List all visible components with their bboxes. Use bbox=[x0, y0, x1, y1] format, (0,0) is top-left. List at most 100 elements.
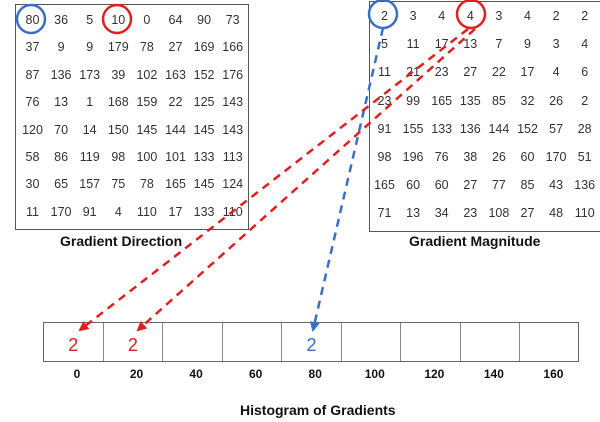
gradient-direction-grid: 80 36 5 10 0 64 90 73 37 9 9 179 78 27 169 166 87 136 173 3… bbox=[15, 4, 249, 230]
magnitude-grid-cell: 3 bbox=[552, 37, 560, 52]
gradient-magnitude-caption: Gradient Magnitude bbox=[409, 233, 541, 249]
direction-grid-cell: 165 bbox=[165, 177, 186, 192]
magnitude-grid-cell: 60 bbox=[406, 178, 421, 193]
direction-grid-cell: 27 bbox=[168, 40, 183, 55]
direction-grid-cell: 169 bbox=[193, 40, 215, 55]
magnitude-grid-cell: 17 bbox=[434, 37, 449, 52]
direction-grid-cell: 125 bbox=[193, 95, 215, 110]
histogram-bin-label: 100 bbox=[364, 367, 385, 381]
direction-grid-cell: 170 bbox=[50, 204, 72, 219]
magnitude-grid-cell: 71 bbox=[377, 206, 392, 221]
magnitude-grid-cell: 91 bbox=[377, 121, 392, 136]
magnitude-grid-cell: 57 bbox=[549, 121, 564, 136]
direction-grid-cell: 145 bbox=[193, 122, 215, 137]
magnitude-grid-cell: 11 bbox=[378, 65, 391, 80]
magnitude-grid-cell: 28 bbox=[577, 121, 592, 136]
magnitude-grid-cell: 2 bbox=[581, 9, 589, 23]
magnitude-grid-cell: 60 bbox=[520, 150, 535, 164]
direction-grid-cell: 150 bbox=[107, 122, 129, 137]
magnitude-grid-cell: 85 bbox=[520, 178, 535, 193]
direction-grid-cell: 70 bbox=[54, 122, 69, 137]
direction-grid-cell: 163 bbox=[165, 67, 186, 82]
direction-grid-cell: 166 bbox=[222, 40, 244, 55]
direction-grid-cell: 65 bbox=[54, 177, 69, 192]
direction-grid-cell: 4 bbox=[114, 204, 122, 219]
magnitude-grid-cell: 136 bbox=[574, 178, 596, 193]
magnitude-grid-cell: 85 bbox=[491, 93, 506, 108]
direction-grid-cell: 86 bbox=[54, 150, 69, 164]
direction-grid-cell: 37 bbox=[25, 40, 40, 55]
magnitude-grid-cell: 60 bbox=[434, 178, 449, 193]
direction-grid-cell: 64 bbox=[168, 13, 183, 27]
histogram-bin bbox=[342, 323, 402, 361]
gradient-direction-caption: Gradient Direction bbox=[60, 233, 183, 249]
magnitude-grid-cell: 11 bbox=[406, 37, 420, 52]
direction-grid-cell: 87 bbox=[25, 67, 40, 82]
direction-grid-cell: 119 bbox=[79, 150, 100, 164]
magnitude-grid-cell: 34 bbox=[434, 206, 449, 221]
direction-grid-cell: 14 bbox=[82, 122, 97, 137]
direction-grid-cell: 100 bbox=[136, 150, 158, 164]
magnitude-grid-cell: 165 bbox=[431, 93, 453, 108]
direction-grid-cell: 9 bbox=[86, 40, 94, 55]
magnitude-grid-cell: 27 bbox=[520, 206, 535, 221]
histogram-bin bbox=[520, 323, 580, 361]
magnitude-grid-cell: 3 bbox=[409, 9, 417, 23]
magnitude-grid-cell: 23 bbox=[377, 93, 392, 108]
direction-grid-cell: 152 bbox=[193, 67, 215, 82]
direction-grid-cell: 1 bbox=[86, 95, 94, 110]
magnitude-grid-cell: 27 bbox=[463, 178, 478, 193]
magnitude-grid-cell: 26 bbox=[549, 93, 564, 108]
magnitude-grid-cell: 13 bbox=[463, 37, 478, 52]
magnitude-grid-cell: 38 bbox=[463, 150, 478, 164]
direction-grid-cell: 91 bbox=[82, 204, 97, 219]
histogram-bin bbox=[223, 323, 283, 361]
magnitude-grid-cell: 22 bbox=[491, 65, 506, 80]
direction-grid-cell: 136 bbox=[50, 67, 72, 82]
magnitude-grid-cell: 77 bbox=[491, 178, 506, 193]
magnitude-grid-cell: 23 bbox=[463, 206, 478, 221]
direction-grid-cell: 10 bbox=[111, 13, 126, 27]
magnitude-grid-cell: 7 bbox=[495, 37, 503, 52]
histogram-bin-label: 140 bbox=[483, 367, 504, 381]
direction-grid-cell: 133 bbox=[193, 150, 215, 164]
direction-grid-cell: 73 bbox=[225, 13, 240, 27]
direction-grid-cell: 80 bbox=[25, 13, 40, 27]
magnitude-grid-cell: 133 bbox=[431, 121, 453, 136]
magnitude-grid-cell: 136 bbox=[459, 121, 481, 136]
magnitude-grid-cell: 99 bbox=[406, 93, 421, 108]
direction-grid-cell: 13 bbox=[54, 95, 69, 110]
magnitude-grid-cell: 2 bbox=[381, 9, 388, 23]
histogram-bin bbox=[163, 323, 223, 361]
direction-grid-cell: 39 bbox=[111, 67, 126, 82]
magnitude-grid-cell: 152 bbox=[517, 121, 538, 136]
direction-grid-cell: 78 bbox=[139, 177, 154, 192]
direction-grid-cell: 36 bbox=[54, 13, 69, 27]
direction-grid-cell: 133 bbox=[193, 204, 215, 219]
magnitude-grid-cell: 4 bbox=[466, 9, 474, 23]
direction-grid-cell: 78 bbox=[139, 40, 154, 55]
direction-grid-cell: 144 bbox=[165, 122, 186, 137]
magnitude-grid-cell: 9 bbox=[524, 37, 531, 52]
magnitude-grid-cell: 17 bbox=[520, 65, 535, 80]
direction-grid-cell: 75 bbox=[111, 177, 126, 192]
magnitude-grid-cell: 2 bbox=[581, 93, 589, 108]
direction-grid-cell: 157 bbox=[79, 177, 101, 192]
direction-grid-cell: 120 bbox=[22, 122, 43, 137]
histogram-bin bbox=[461, 323, 521, 361]
direction-grid-cell: 76 bbox=[25, 95, 40, 110]
magnitude-grid-cell: 6 bbox=[581, 65, 589, 80]
magnitude-grid-cell: 5 bbox=[381, 37, 388, 52]
direction-grid-cell: 58 bbox=[25, 150, 40, 164]
direction-grid-cell: 11 bbox=[26, 204, 39, 219]
direction-grid-cell: 5 bbox=[86, 13, 94, 27]
histogram-bin bbox=[401, 323, 461, 361]
magnitude-grid-cell: 4 bbox=[524, 9, 531, 23]
direction-grid-cell: 0 bbox=[143, 13, 151, 27]
magnitude-grid-cell: 135 bbox=[459, 93, 481, 108]
magnitude-grid-cell: 144 bbox=[488, 121, 510, 136]
histogram-bin: 2 bbox=[44, 323, 104, 361]
magnitude-grid-cell: 43 bbox=[549, 178, 564, 193]
magnitude-grid-cell: 4 bbox=[438, 9, 446, 23]
